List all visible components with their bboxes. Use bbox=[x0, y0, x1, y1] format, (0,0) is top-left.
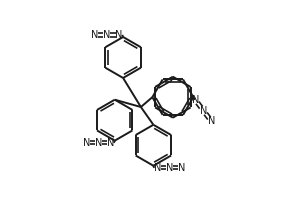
Text: N: N bbox=[208, 116, 215, 126]
Text: N: N bbox=[91, 30, 98, 40]
Text: N: N bbox=[95, 138, 102, 148]
Text: N: N bbox=[115, 30, 123, 40]
Text: N: N bbox=[166, 163, 173, 173]
Text: N: N bbox=[107, 138, 114, 148]
Text: N: N bbox=[192, 95, 199, 105]
Text: N: N bbox=[103, 30, 111, 40]
Text: N: N bbox=[83, 138, 90, 148]
Text: N: N bbox=[178, 163, 185, 173]
Text: N: N bbox=[200, 106, 207, 116]
Text: N: N bbox=[154, 163, 161, 173]
